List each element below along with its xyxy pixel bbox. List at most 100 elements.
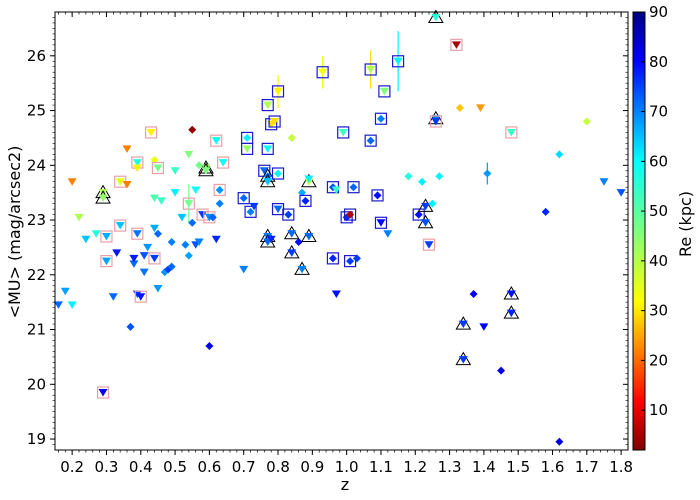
x-tick-label: 0.9 [300,458,324,476]
marker-box [429,115,442,128]
x-tick-label: 0.6 [197,458,221,476]
data-point [243,133,252,142]
data-point [346,210,355,219]
y-tick-label: 25 [27,102,46,120]
data-point [599,178,609,186]
colorbar-tick-label: 10 [649,401,668,419]
marker-box [412,208,425,221]
data-point [506,128,516,137]
data-point [555,437,564,446]
marker-box [210,134,223,147]
data-point [266,235,276,244]
y-tick-label: 23 [27,211,46,229]
y-tick-label: 22 [27,266,46,284]
marker-box [237,192,250,205]
data-point [506,290,516,298]
marker-box [299,194,312,207]
x-tick-label: 0.2 [60,458,84,476]
marker-box [450,38,463,51]
data-point [331,290,341,298]
marker-box [261,142,274,155]
marker-triangle-outline [95,190,111,204]
data-point [263,101,273,110]
marker-triangle-outline [503,305,520,319]
data-point [414,210,423,219]
colorbar-label: Re (kpc) [676,191,695,257]
data-point [287,249,297,257]
marker-box [268,115,281,128]
marker-triangle-outline [427,9,444,23]
data-point [366,65,376,74]
colorbar-tick-label: 30 [649,302,668,320]
marker-box [505,126,518,139]
marker-box [261,98,274,112]
colorbar-tick-label: 20 [649,351,668,369]
marker-box [374,112,388,125]
data-point [115,178,125,186]
marker-triangle-outline [283,225,300,240]
data-point [284,210,293,219]
data-point [376,114,385,123]
marker-box [96,386,110,399]
data-point [431,13,441,22]
data-point [74,213,84,222]
data-point [98,189,108,197]
y-tick-label: 26 [27,47,46,65]
marker-box [316,66,329,79]
data-point [304,175,314,183]
colorbar-tick-label: 90 [649,3,668,21]
data-point [298,188,307,197]
data-point [194,238,204,246]
data-point [167,237,176,246]
y-axis-label: <MU> (mag/arcsec2) [5,146,24,319]
data-point [379,87,389,96]
data-point [273,87,283,96]
data-point [139,252,149,260]
marker-box [364,63,377,76]
data-point [475,104,485,112]
x-tick-label: 0.7 [232,458,256,476]
marker-box [131,227,144,240]
data-point [112,249,122,257]
x-axis-label: z [341,475,349,494]
x-tick-label: 1.7 [575,458,599,476]
data-point [129,260,139,268]
data-point [218,159,228,167]
data-point [150,224,160,233]
data-point [115,222,125,230]
data-point [421,202,431,211]
data-point [150,254,160,263]
x-tick-label: 0.4 [129,458,153,476]
data-point [404,172,413,181]
data-point [246,207,255,216]
data-point [170,167,180,175]
data-point [122,180,132,189]
data-point [143,243,153,252]
y-tick-label: 20 [27,375,46,393]
colorbar: 10 20 30 40 50 60 70 80 90 [632,3,668,451]
data-point [263,178,273,186]
data-point [67,178,77,186]
data-point [479,323,489,331]
marker-triangle-outline [198,162,214,177]
data-point [616,189,626,197]
marker-box [371,189,384,202]
data-point [582,117,591,126]
data-point [483,169,492,178]
marker-box [347,181,360,194]
x-tick-label: 1.0 [335,458,359,476]
marker-box [182,197,195,210]
data-point [150,194,160,203]
data-point [242,145,252,153]
data-point [469,289,478,298]
data-point [188,218,197,227]
marker-box [378,85,391,98]
data-point [458,320,468,329]
marker-box [271,167,285,180]
marker-triangle-outline [301,173,317,188]
marker-box [241,131,254,145]
colorbar-tick-label: 70 [649,103,668,121]
data-point [101,257,111,266]
data-point [287,133,296,142]
data-point [263,145,273,153]
